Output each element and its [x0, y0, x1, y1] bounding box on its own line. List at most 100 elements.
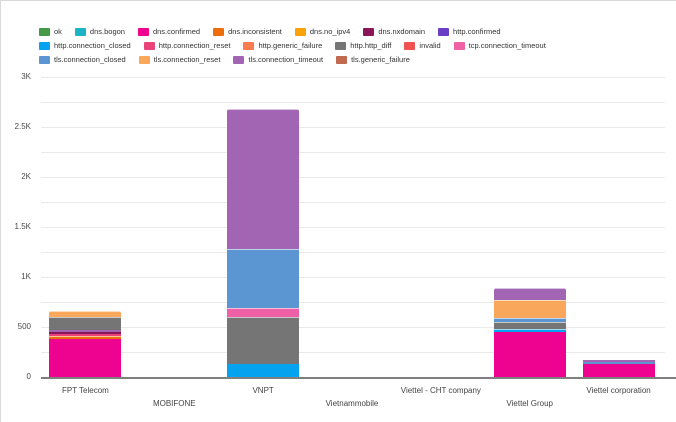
y-axis-tick-label: 3K [21, 72, 31, 81]
legend-swatch-icon [137, 28, 149, 36]
bar-segment-dns-inconsistent[interactable] [49, 336, 122, 339]
bar-viettel-corporation [582, 360, 655, 378]
legend-swatch-icon [243, 42, 255, 50]
legend-item-label: http.generic_failure [258, 41, 323, 51]
legend-swatch-icon [39, 56, 50, 64]
bar-segment-dns-nxdomain[interactable] [49, 332, 122, 334]
legend-row: tls.connection_closed tls.connection_rese… [39, 53, 546, 67]
bar-segment-dns-confirmed[interactable] [49, 339, 122, 378]
bar-segment-http-http-diff[interactable] [227, 317, 300, 364]
x-axis-labels: FPT Telecom MOBIFONE VNPT Vietnammobile Viet… [41, 383, 676, 417]
gridline [41, 252, 665, 253]
legend-row: http.connection_closed http.connection_re… [39, 39, 546, 53]
legend-item-invalid[interactable]: invalid [404, 41, 441, 51]
legend-item-label: dns.confirmed [152, 27, 201, 37]
bar-segment-tls-connection-reset[interactable] [493, 300, 566, 318]
x-axis-label-vietnammobile: Vietnammobile [325, 399, 379, 408]
chart-legend: ok dns.bogon dns.confirmed dns.inconsistent… [39, 25, 546, 67]
gridline [41, 277, 665, 278]
gridline [41, 127, 665, 128]
gridline [41, 202, 665, 203]
bar-viettel-group [493, 288, 566, 378]
legend-item-label: http.connection_closed [54, 41, 131, 51]
legend-item-tls-connection-reset[interactable]: tls.connection_reset [138, 55, 221, 65]
legend-item-label: tls.connection_closed [54, 55, 126, 65]
legend-item-label: dns.inconsistent [228, 27, 282, 37]
x-axis-label-viettel-corporation: Viettel corporation [586, 386, 651, 395]
bar-segment-tls-connection-timeout[interactable] [493, 288, 566, 300]
legend-swatch-icon [39, 28, 50, 36]
bar-segment-http-connection-closed[interactable] [493, 329, 566, 332]
y-axis-tick-label: 2.5K [14, 122, 31, 131]
bar-segment-tls-connection-closed[interactable] [582, 362, 655, 364]
bar-segment-dns-confirmed[interactable] [582, 364, 655, 378]
legend-swatch-icon [438, 28, 450, 36]
legend-item-label: ok [54, 27, 62, 37]
bar-segment-http-connection-closed[interactable] [227, 364, 300, 378]
legend-item-http-http-diff[interactable]: http.http_diff [335, 42, 391, 50]
legend-item-dns-inconsistent[interactable]: dns.inconsistent [213, 28, 282, 36]
y-axis-tick-label: 1.5K [14, 222, 31, 231]
x-axis-label-viettel-cht-company: Viettel - CHT company [400, 386, 481, 395]
legend-item-label: tls.connection_timeout [248, 55, 324, 65]
gridline [41, 177, 665, 178]
legend-item-label: dns.bogon [89, 27, 125, 37]
legend-item-label: dns.no_ipv4 [309, 27, 351, 37]
gridline [41, 227, 665, 228]
gridline [41, 152, 665, 153]
y-axis: 3K 2.5K 2K 1.5K 1K 500 0 [1, 73, 35, 381]
legend-swatch-icon [404, 42, 416, 50]
gridline [41, 77, 665, 78]
legend-item-ok[interactable]: ok [39, 28, 62, 36]
legend-item-label: tls.connection_reset [153, 55, 221, 65]
legend-item-label: dns.nxdomain [378, 27, 426, 37]
x-axis-line [41, 377, 676, 379]
legend-swatch-icon [39, 42, 50, 50]
legend-item-tls-connection-timeout[interactable]: tls.connection_timeout [233, 56, 323, 64]
bar-segment-tls-connection-closed[interactable] [493, 318, 566, 322]
legend-item-http-connection-closed[interactable]: http.connection_closed [39, 42, 131, 50]
legend-item-http-confirmed[interactable]: http.confirmed [438, 28, 501, 36]
legend-item-dns-confirmed[interactable]: dns.confirmed [137, 27, 201, 37]
bar-segment-tcp-connection-timeout[interactable] [227, 308, 300, 317]
bar-segment-tls-connection-timeout[interactable] [227, 109, 300, 249]
bar-segment-tls-connection-timeout[interactable] [582, 360, 655, 362]
plot-area [41, 78, 663, 378]
gridline [41, 352, 665, 353]
legend-item-label: http.connection_reset [158, 41, 231, 51]
stacked-bar-chart: 3K 2.5K 2K 1.5K 1K 500 0 FPT Telecom MOBIFONE VN… [1, 73, 676, 418]
legend-swatch-icon [143, 42, 155, 50]
legend-item-dns-bogon[interactable]: dns.bogon [74, 27, 125, 37]
legend-item-http-generic-failure[interactable]: http.generic_failure [243, 42, 322, 50]
y-axis-tick-label: 2K [21, 172, 31, 181]
bar-segment-tls-connection-timeout[interactable] [49, 330, 122, 332]
legend-swatch-icon [335, 42, 347, 50]
legend-swatch-icon [453, 42, 465, 50]
gridline [41, 327, 665, 328]
legend-item-http-connection-reset[interactable]: http.connection_reset [143, 41, 231, 51]
legend-item-label: tcp.connection_timeout [468, 41, 546, 51]
legend-item-label: http.confirmed [453, 27, 501, 37]
legend-item-label: invalid [419, 41, 441, 51]
legend-swatch-icon [233, 56, 245, 64]
legend-swatch-icon [213, 28, 225, 36]
legend-swatch-icon [294, 28, 306, 36]
legend-item-tls-generic-failure[interactable]: tls.generic_failure [336, 56, 410, 64]
bar-segment-http-http-diff[interactable] [49, 317, 122, 330]
legend-item-dns-nxdomain[interactable]: dns.nxdomain [363, 28, 425, 36]
bar-segment-dns-confirmed[interactable] [493, 332, 566, 378]
legend-swatch-icon [336, 56, 348, 64]
gridline [41, 302, 665, 303]
legend-swatch-icon [363, 28, 375, 36]
legend-item-label: tls.generic_failure [351, 55, 410, 65]
legend-item-tcp-connection-timeout[interactable]: tcp.connection_timeout [453, 41, 546, 51]
bar-segment-http-http-diff[interactable] [493, 322, 566, 329]
bar-segment-http-connection-reset[interactable] [49, 334, 122, 336]
bar-segment-tls-connection-closed[interactable] [227, 249, 300, 308]
bar-fpt-telecom [49, 311, 122, 378]
legend-item-dns-no-ipv4[interactable]: dns.no_ipv4 [294, 27, 351, 37]
legend-item-tls-connection-closed[interactable]: tls.connection_closed [39, 56, 126, 64]
bar-segment-tls-connection-reset[interactable] [49, 311, 122, 317]
y-axis-tick-label: 500 [17, 322, 31, 331]
